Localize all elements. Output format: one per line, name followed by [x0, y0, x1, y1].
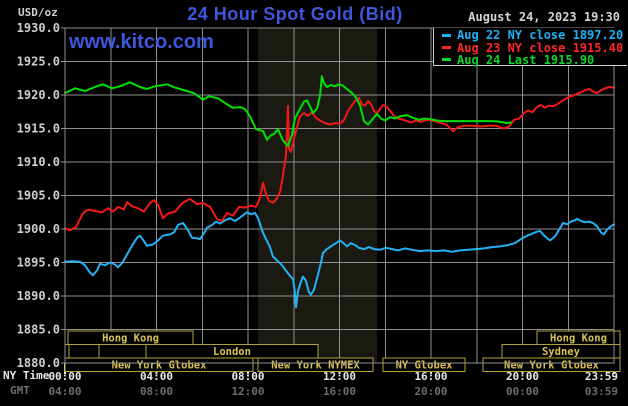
- legend-item-aug24: Aug 24 Last 1915.90: [440, 52, 627, 67]
- gmt-tick-label: 04:00: [48, 385, 81, 398]
- ny-time-axis-label: NY Time: [3, 369, 50, 382]
- y-tick-label: 1915.0: [17, 122, 60, 136]
- y-tick-label: 1905.0: [17, 189, 60, 203]
- legend-item-label: Aug 22 NY close 1897.20: [457, 28, 624, 43]
- legend-item-label: Aug 23 NY close 1915.40: [457, 40, 624, 55]
- y-tick-label: 1925.0: [17, 55, 60, 69]
- series-line-aug-22-ny-close-1897.20: [64, 211, 615, 309]
- y-tick-label: 1910.0: [17, 155, 60, 169]
- session-box-new-york-globex: [482, 357, 621, 372]
- legend-dash-icon: [442, 46, 451, 50]
- y-tick-label: 1895.0: [17, 256, 60, 270]
- kitco-watermark-link[interactable]: www.kitco.com: [69, 31, 214, 53]
- series-line-aug-24-last-1915.90: [64, 75, 513, 147]
- ny-time-tick-label: 12:00: [323, 370, 356, 383]
- gmt-tick-label: 03:59: [585, 385, 618, 398]
- y-tick-label: 1885.0: [17, 323, 60, 337]
- gmt-tick-label: 08:00: [140, 385, 173, 398]
- legend-dash-icon: [442, 33, 451, 37]
- plot-border: [64, 27, 615, 364]
- legend-item-label: Aug 24 Last 1915.90: [457, 52, 595, 67]
- chart-timestamp: August 24, 2023 19:30: [468, 10, 620, 24]
- gmt-tick-label: 12:00: [231, 385, 264, 398]
- legend-item-aug23: Aug 23 NY close 1915.40: [440, 40, 627, 55]
- y-tick-label: 1900.0: [17, 222, 60, 236]
- y-tick-label: 1920.0: [17, 88, 60, 102]
- ny-time-tick-label: 20:00: [506, 370, 539, 383]
- ny-time-tick-label: 04:00: [140, 370, 173, 383]
- ny-time-tick-label: 16:00: [414, 370, 447, 383]
- legend-dash-icon: [442, 58, 451, 62]
- y-tick-label: 1930.0: [17, 21, 60, 35]
- y-tick-label: 1890.0: [17, 289, 60, 303]
- ny-time-tick-label: 00:00: [48, 370, 81, 383]
- y-axis-unit-label: USD/oz: [18, 6, 58, 19]
- session-box-new-york-globex: [64, 357, 254, 372]
- series-line-aug-23-ny-close-1915.40: [64, 86, 615, 232]
- legend: Aug 22 NY close 1897.20 Aug 23 NY close …: [433, 28, 627, 67]
- gmt-tick-label: 20:00: [414, 385, 447, 398]
- gmt-tick-label: 00:00: [506, 385, 539, 398]
- gmt-axis-label: GMT: [10, 384, 30, 397]
- y-tick-label: 1880.0: [17, 356, 60, 370]
- session-label: London: [213, 346, 251, 358]
- session-box-new-york-nymex: [257, 357, 374, 372]
- ny-time-tick-label: 23:59: [585, 370, 618, 383]
- session-label: Hong Kong: [550, 333, 607, 345]
- session-box: [98, 344, 147, 359]
- gmt-tick-label: 16:00: [323, 385, 356, 398]
- session-box: [64, 344, 70, 359]
- session-label: Hong Kong: [102, 333, 159, 345]
- session-label: Sydney: [542, 346, 581, 358]
- ny-time-tick-label: 08:00: [231, 370, 264, 383]
- session-box-ny-globex: [382, 357, 466, 372]
- chart-title: 24 Hour Spot Gold (Bid): [187, 4, 403, 24]
- legend-item-aug22: Aug 22 NY close 1897.20: [440, 28, 627, 43]
- session-box: [68, 344, 100, 359]
